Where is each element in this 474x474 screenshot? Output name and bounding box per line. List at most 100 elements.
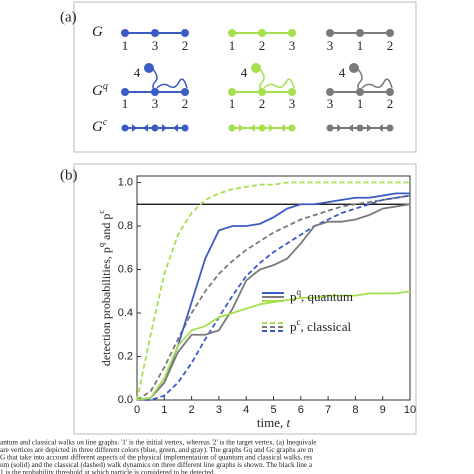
x-tick-label: 2	[189, 404, 195, 416]
vertex	[228, 124, 236, 132]
vertex	[144, 63, 154, 73]
vertex	[181, 29, 189, 37]
vertex	[258, 124, 266, 132]
row-name: G	[92, 24, 103, 40]
vertex	[356, 29, 364, 37]
arrowhead	[269, 124, 274, 132]
text-part: p	[290, 289, 297, 304]
row-label: Gc	[92, 117, 108, 136]
caption-line: antum and classical walks on line graphs…	[0, 439, 316, 447]
vertex	[386, 88, 394, 96]
panel-a-label: (a)	[60, 9, 77, 25]
series-line	[136, 203, 411, 401]
x-tick-label: 0	[134, 404, 140, 416]
vertex-label: 2	[182, 38, 189, 53]
vertex	[181, 88, 189, 96]
x-tick-label: 8	[352, 404, 358, 416]
vertex	[386, 124, 394, 132]
text-part: time,	[257, 415, 287, 430]
vertex-label: 3	[327, 96, 334, 111]
panel-b-frame	[73, 163, 417, 435]
caption-line: G that take into account different aspec…	[0, 453, 312, 461]
text-part: detection probabilities, p	[99, 247, 113, 366]
caption-line: um (solid) and the classical (dashed) wa…	[0, 461, 313, 469]
y-tick-label: 0.4	[118, 307, 133, 319]
text-part: q	[97, 242, 106, 247]
vertex	[121, 29, 129, 37]
panel-b-label: (b)	[60, 167, 78, 183]
row-name: G	[92, 119, 103, 135]
vertex-label: 2	[259, 38, 266, 53]
vertex	[326, 124, 334, 132]
x-tick-label: 3	[216, 404, 222, 416]
text-part: t	[286, 415, 290, 430]
extra-vertex-label: 4	[241, 65, 248, 80]
arrowhead	[132, 124, 137, 132]
vertex	[288, 88, 296, 96]
x-axis-label: time, t	[257, 415, 291, 430]
row-label: Gq	[92, 81, 108, 100]
vertex	[326, 29, 334, 37]
y-axis-label: detection probabilities, pq and pc	[97, 210, 112, 366]
vertex	[181, 124, 189, 132]
x-tick-label: 7	[325, 404, 331, 416]
vertex	[228, 29, 236, 37]
y-tick-label: 0.6	[118, 263, 133, 275]
text-part: c	[97, 210, 106, 214]
text-part: q	[297, 287, 302, 297]
row-sup: q	[103, 81, 108, 92]
arrowhead	[280, 124, 285, 132]
arrowhead	[173, 124, 178, 132]
wave-packet	[263, 78, 295, 89]
row-sup: c	[103, 117, 108, 128]
vertex	[288, 124, 296, 132]
vertex-label: 2	[259, 96, 266, 111]
wave-packet	[361, 78, 393, 89]
wave-packet	[156, 78, 188, 89]
vertex	[251, 63, 261, 73]
vertex-label: 1	[122, 38, 129, 53]
x-tick-label: 5	[270, 404, 276, 416]
vertex	[349, 63, 359, 73]
vertex	[258, 29, 266, 37]
vertex-label: 3	[289, 38, 296, 53]
panel-a-frame	[73, 1, 417, 153]
y-tick-label: 0.0	[118, 394, 133, 406]
y-tick-label: 1.0	[118, 176, 133, 188]
arrowhead	[348, 124, 353, 132]
y-tick-label: 0.2	[118, 350, 133, 362]
text-part: and p	[99, 214, 113, 243]
extra-vertex-label: 4	[339, 65, 346, 80]
vertex-label: 1	[122, 96, 129, 111]
vertex-label: 2	[387, 96, 394, 111]
vertex	[228, 88, 236, 96]
vertex	[288, 29, 296, 37]
vertex-label: 2	[182, 96, 189, 111]
x-tick-label: 9	[380, 404, 386, 416]
vertex-label: 1	[357, 96, 364, 111]
y-tick-label: 0.8	[118, 220, 133, 232]
vertex	[151, 29, 159, 37]
x-tick-label: 6	[298, 404, 304, 416]
row-label: G	[92, 24, 103, 40]
arrowhead	[367, 124, 372, 132]
vertex-label: 3	[289, 96, 296, 111]
vertex	[151, 124, 159, 132]
series-line	[136, 192, 410, 401]
vertex	[121, 124, 129, 132]
vertex-label: 3	[152, 96, 159, 111]
text-part: , classical	[301, 319, 352, 334]
legend-label: pq, quantum	[290, 287, 353, 304]
vertex-label: 2	[387, 38, 394, 53]
caption-line: 1 is the probability threshold at which …	[0, 468, 216, 474]
vertex	[356, 124, 364, 132]
x-tick-label: 10	[404, 404, 416, 416]
text-part: c	[297, 317, 301, 327]
arrowhead	[162, 124, 167, 132]
arrowhead	[250, 124, 255, 132]
arrowhead	[143, 124, 148, 132]
arrowhead	[378, 124, 383, 132]
text-part: , quantum	[301, 289, 353, 304]
series-line	[136, 181, 410, 401]
